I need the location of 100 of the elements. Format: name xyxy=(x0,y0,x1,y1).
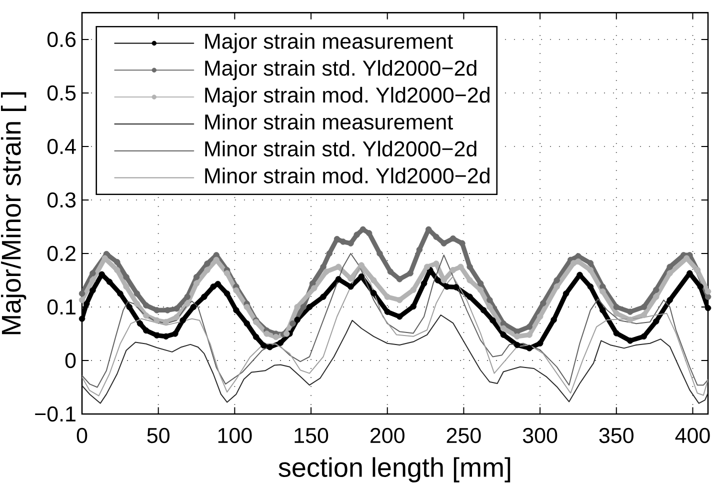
point xyxy=(78,296,86,304)
point xyxy=(550,316,557,323)
point xyxy=(162,318,170,326)
point xyxy=(252,334,260,340)
legend-label: Minor strain mod. Yld2000−2d xyxy=(205,168,490,184)
point xyxy=(277,340,284,346)
point xyxy=(233,307,240,314)
point xyxy=(500,332,507,338)
point xyxy=(193,280,200,287)
point xyxy=(613,310,620,317)
point xyxy=(600,307,606,314)
y-tick-label: 0.2 xyxy=(47,246,76,262)
point xyxy=(536,314,544,320)
point xyxy=(424,264,430,270)
legend-label: Minor strain measurement xyxy=(205,114,453,130)
point xyxy=(323,268,330,275)
point xyxy=(370,290,377,296)
point xyxy=(184,300,190,307)
legend-label: Major strain mod. Yld2000−2d xyxy=(205,86,490,107)
point xyxy=(335,276,342,282)
x-axis-title: section length [mm] xyxy=(278,457,510,482)
point xyxy=(486,304,493,310)
point xyxy=(652,294,660,300)
x-tick-label: 200 xyxy=(370,428,404,444)
point xyxy=(264,330,270,337)
point xyxy=(244,320,250,327)
point xyxy=(490,317,496,324)
point xyxy=(272,334,280,340)
point xyxy=(224,290,230,297)
point xyxy=(704,288,712,295)
point xyxy=(310,285,318,292)
point xyxy=(214,280,221,288)
point xyxy=(666,270,673,276)
point xyxy=(172,330,178,337)
point xyxy=(190,304,197,310)
point xyxy=(370,277,377,284)
point xyxy=(306,304,313,310)
point xyxy=(450,266,456,274)
point xyxy=(136,320,144,327)
point xyxy=(90,287,96,294)
point xyxy=(384,308,390,315)
x-tick-label: 100 xyxy=(218,428,252,444)
point xyxy=(90,277,96,284)
point xyxy=(260,342,267,349)
point xyxy=(233,287,240,294)
point xyxy=(500,325,507,332)
point xyxy=(587,284,594,290)
point xyxy=(335,264,342,270)
line-series xyxy=(82,314,708,404)
point xyxy=(106,278,113,285)
point xyxy=(627,316,634,323)
point xyxy=(652,318,660,325)
point xyxy=(143,327,150,334)
point xyxy=(526,345,532,352)
x-tick-label: 250 xyxy=(446,428,481,444)
point xyxy=(283,330,290,337)
point xyxy=(143,312,150,319)
point xyxy=(697,284,704,290)
point xyxy=(117,290,124,297)
legend-label: Minor strain std. Yld2000−2d xyxy=(205,140,476,156)
point xyxy=(587,266,594,274)
point xyxy=(452,284,460,290)
point xyxy=(83,300,90,307)
point xyxy=(410,303,416,310)
point xyxy=(640,333,647,340)
x-tick-label: 0 xyxy=(76,428,88,444)
point xyxy=(348,284,354,290)
point xyxy=(575,258,582,265)
y-tick-label: 0.6 xyxy=(47,32,76,48)
point xyxy=(627,338,634,344)
point xyxy=(536,340,544,346)
y-tick-label: −0.1 xyxy=(35,406,76,422)
point xyxy=(114,266,120,274)
point xyxy=(480,307,487,314)
point xyxy=(174,314,180,320)
point xyxy=(420,280,428,287)
point xyxy=(704,304,712,312)
point xyxy=(201,294,208,300)
point xyxy=(514,333,520,340)
point xyxy=(562,290,570,297)
point xyxy=(123,284,130,290)
y-tick-label: 0.4 xyxy=(47,138,76,154)
point xyxy=(162,333,170,340)
point xyxy=(410,286,416,293)
point xyxy=(466,277,473,284)
point xyxy=(554,284,560,290)
point xyxy=(396,314,403,320)
x-tick-label: 300 xyxy=(522,428,558,444)
point xyxy=(126,304,132,310)
point xyxy=(458,264,464,270)
point xyxy=(434,277,441,284)
point xyxy=(134,300,140,307)
point xyxy=(600,288,606,295)
y-tick-label: 0 xyxy=(65,352,76,368)
y-tick-label: 0.1 xyxy=(47,299,76,315)
point xyxy=(244,304,250,310)
point xyxy=(78,316,86,322)
point xyxy=(154,317,160,324)
point xyxy=(640,312,647,318)
point xyxy=(358,262,365,268)
